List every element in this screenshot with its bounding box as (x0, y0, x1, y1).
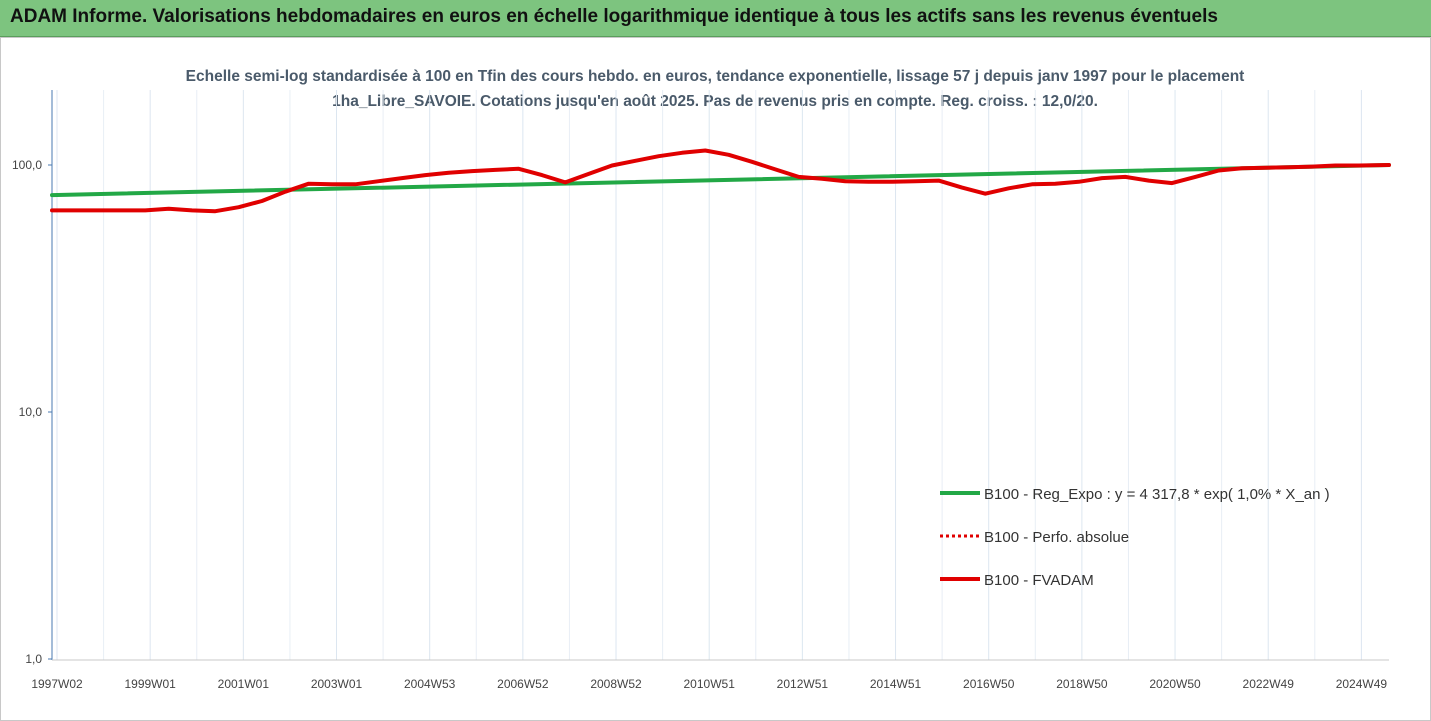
chart-title: Echelle semi-log standardisée à 100 en T… (185, 68, 1245, 110)
legend-label: B100 - Perfo. absolue (984, 529, 1129, 546)
x-tick-label: 1999W01 (124, 677, 176, 691)
x-tick-label: 2003W01 (311, 677, 363, 691)
x-tick-label: 2018W50 (1056, 677, 1108, 691)
series-line-reg-expo (50, 163, 1391, 198)
x-tick-label: 2020W50 (1149, 677, 1201, 691)
x-tick-label: 2022W49 (1243, 677, 1295, 691)
y-tick-label: 1,0 (25, 652, 42, 666)
x-tick-label: 2008W52 (590, 677, 642, 691)
x-tick-label: 2016W50 (963, 677, 1015, 691)
x-tick-label: 1997W02 (31, 677, 83, 691)
report-title: ADAM Informe. Valorisations hebdomadaire… (10, 6, 1218, 27)
legend-label: B100 - FVADAM (984, 572, 1094, 589)
x-tick-label: 2001W01 (218, 677, 270, 691)
report-banner: ADAM Informe. Valorisations hebdomadaire… (0, 0, 1431, 37)
x-tick-label: 2010W51 (684, 677, 736, 691)
y-tick-label: 10,0 (19, 405, 43, 419)
series-line-fvadam (50, 148, 1391, 214)
x-tick-label: 2004W53 (404, 677, 456, 691)
legend-label: B100 - Reg_Expo : y = 4 317,8 * exp( 1,0… (984, 486, 1330, 503)
x-tick-label: 2024W49 (1336, 677, 1388, 691)
x-tick-label: 2014W51 (870, 677, 922, 691)
x-tick-label: 2012W51 (777, 677, 829, 691)
y-tick-label: 100,0 (12, 158, 42, 172)
x-tick-label: 2006W52 (497, 677, 549, 691)
